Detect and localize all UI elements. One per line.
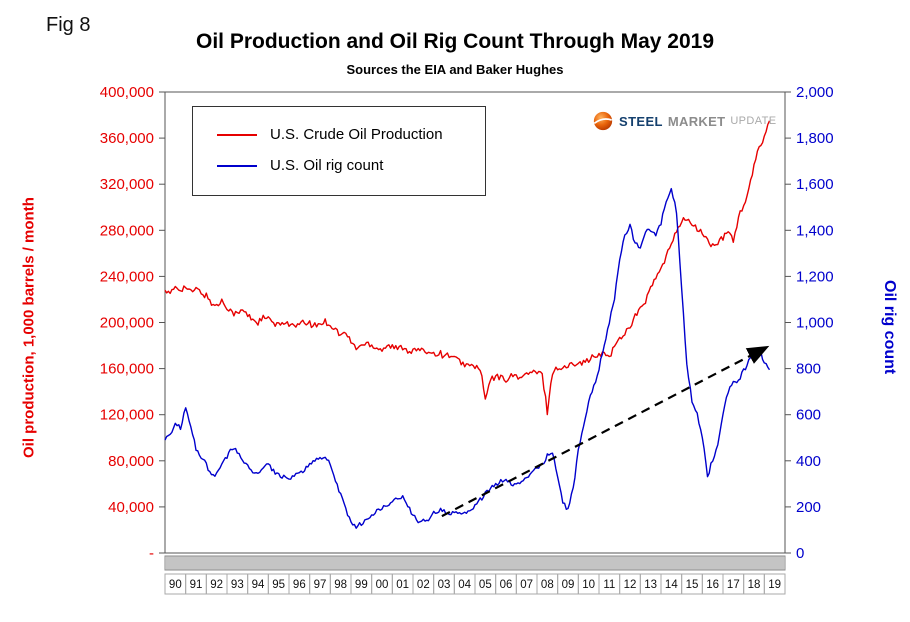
rig-count-line-swatch (217, 164, 257, 167)
right-axis-tick-label: 1,800 (796, 130, 834, 147)
x-axis-year-label: 93 (231, 579, 244, 591)
legend-label-production: U.S. Crude Oil Production (270, 126, 443, 143)
x-axis-year-label: 07 (520, 579, 533, 591)
x-axis-year-label: 01 (396, 579, 409, 591)
logo-text-steel: STEEL (619, 113, 663, 129)
x-axis-year-label: 98 (334, 579, 347, 591)
x-axis-year-label: 06 (500, 579, 513, 591)
right-axis-tick-label: 400 (796, 453, 821, 470)
left-axis-title: Oil production, 1,000 barrels / month (20, 197, 38, 458)
steel-market-update-logo: STEEL MARKET UPDATE (592, 110, 777, 132)
x-axis-year-label: 08 (541, 579, 554, 591)
x-axis-year-label: 99 (355, 579, 368, 591)
right-axis-tick-label: 1,000 (796, 315, 834, 332)
logo-text-update: UPDATE (730, 115, 777, 127)
legend-label-rig-count: U.S. Oil rig count (270, 157, 384, 174)
steel-market-update-logo-icon (593, 111, 613, 131)
right-axis-tick-label: 1,600 (796, 176, 834, 193)
right-axis-title: Oil rig count (881, 280, 898, 375)
series-line-u-s-oil-rig-count (164, 187, 771, 529)
right-axis-tick-label: 600 (796, 407, 821, 424)
x-axis-year-label: 15 (686, 579, 699, 591)
x-axis-year-label: 95 (272, 579, 285, 591)
left-axis-tick-label: 200,000 (100, 315, 154, 332)
x-axis-year-label: 16 (706, 579, 719, 591)
left-axis-tick-label: 80,000 (108, 453, 154, 470)
x-axis-year-label: 17 (727, 579, 740, 591)
production-line-swatch (217, 133, 257, 136)
plot-area: 400,000 360,000 320,000 280,000 240,000 200,0… (100, 84, 834, 595)
chart-subtitle: Sources the EIA and Baker Hughes (346, 62, 564, 77)
x-axis-year-label: 19 (768, 579, 781, 591)
x-axis-year-label: 90 (169, 579, 182, 591)
x-axis-year-label: 92 (210, 579, 223, 591)
left-axis-tick-label: 40,000 (108, 499, 154, 516)
x-axis-year-label: 10 (582, 579, 595, 591)
x-axis-year-label: 18 (748, 579, 761, 591)
x-axis-label-cell (763, 573, 786, 595)
left-axis-tick-label: 360,000 (100, 130, 154, 147)
x-axis-year-label: 13 (644, 579, 657, 591)
left-axis-tick-label: 120,000 (100, 407, 154, 424)
left-axis-tick-label: 160,000 (100, 361, 154, 378)
x-axis-year-label: 02 (417, 579, 430, 591)
right-axis-tick-label: 1,400 (796, 222, 834, 239)
x-axis-year-label: 00 (376, 579, 389, 591)
x-axis-year-label: 03 (438, 579, 451, 591)
right-axis-tick-label: 0 (796, 545, 804, 562)
x-axis-year-label: 14 (665, 579, 678, 591)
x-axis-year-label: 11 (603, 579, 615, 591)
x-axis-year-label: 04 (458, 579, 471, 591)
left-axis-tick-label: - (149, 545, 154, 562)
x-axis-year-label: 96 (293, 579, 306, 591)
legend-box: U.S. Crude Oil Production U.S. Oil rig c… (192, 106, 486, 196)
legend-item-production: U.S. Crude Oil Production (217, 119, 485, 150)
x-axis-year-label: 05 (479, 579, 492, 591)
right-axis-tick-label: 1,200 (796, 268, 834, 285)
left-axis-tick-label: 320,000 (100, 176, 154, 193)
x-axis-year-label: 97 (314, 579, 327, 591)
x-axis-year-label: 94 (252, 579, 265, 591)
right-axis-tick-label: 2,000 (796, 84, 834, 101)
x-axis-year-label: 12 (624, 579, 637, 591)
x-axis-year-label: 09 (562, 579, 575, 591)
left-axis-tick-label: 240,000 (100, 268, 154, 285)
series-line-u-s-crude-oil-production (164, 120, 771, 416)
figure-number-label: Fig 8 (46, 14, 91, 36)
right-axis-tick-label: 200 (796, 499, 821, 516)
legend-item-rig-count: U.S. Oil rig count (217, 150, 485, 181)
right-axis-tick-label: 800 (796, 361, 821, 378)
series-line-long-term-rig-count-trend (441, 345, 770, 518)
x-axis-year-label: 91 (190, 579, 203, 591)
left-axis-tick-label: 280,000 (100, 222, 154, 239)
left-axis-tick-label: 400,000 (100, 84, 154, 101)
logo-text-market: MARKET (667, 113, 726, 129)
chart-title: Oil Production and Oil Rig Count Through… (195, 30, 715, 53)
